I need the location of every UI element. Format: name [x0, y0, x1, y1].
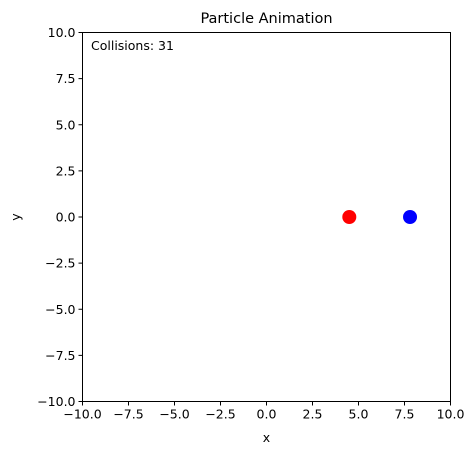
y-tick-label: −5.0 [45, 302, 75, 317]
x-tick-label: 5.0 [349, 407, 369, 422]
marker-layer [342, 210, 418, 224]
x-tick-label: 2.5 [303, 407, 323, 422]
y-axis-label: y [8, 213, 23, 221]
tick-layer: −10.0 −7.5 −5.0 −2.5 0.0 2.5 5.0 7.5 10.0 −10.0 −7… [37, 25, 464, 422]
y-tick-label: 2.5 [56, 163, 76, 178]
y-tick-label: 5.0 [56, 117, 76, 132]
y-tick-label: 0.0 [56, 210, 76, 225]
y-tick-label: −10.0 [37, 394, 75, 409]
x-tick-label: −7.5 [113, 407, 143, 422]
particle-marker-2 [403, 210, 418, 224]
collisions-annotation: Collisions: 31 [91, 38, 174, 53]
y-tick-label: 7.5 [56, 71, 76, 86]
x-tick-label: 7.5 [395, 407, 415, 422]
particle-marker-1 [342, 210, 357, 224]
y-tick-label: 10.0 [48, 25, 76, 40]
x-tick-label: −5.0 [159, 407, 189, 422]
x-axis-label: x [263, 430, 270, 445]
x-tick-label: 10.0 [437, 407, 465, 422]
x-tick-label: −10.0 [63, 407, 101, 422]
x-tick-label: 0.0 [257, 407, 277, 422]
plot-frame [82, 32, 451, 402]
y-tick-label: −2.5 [45, 256, 75, 271]
y-tick-label: −7.5 [45, 348, 75, 363]
x-tick-label: −2.5 [205, 407, 235, 422]
chart-title: Particle Animation [200, 11, 332, 27]
